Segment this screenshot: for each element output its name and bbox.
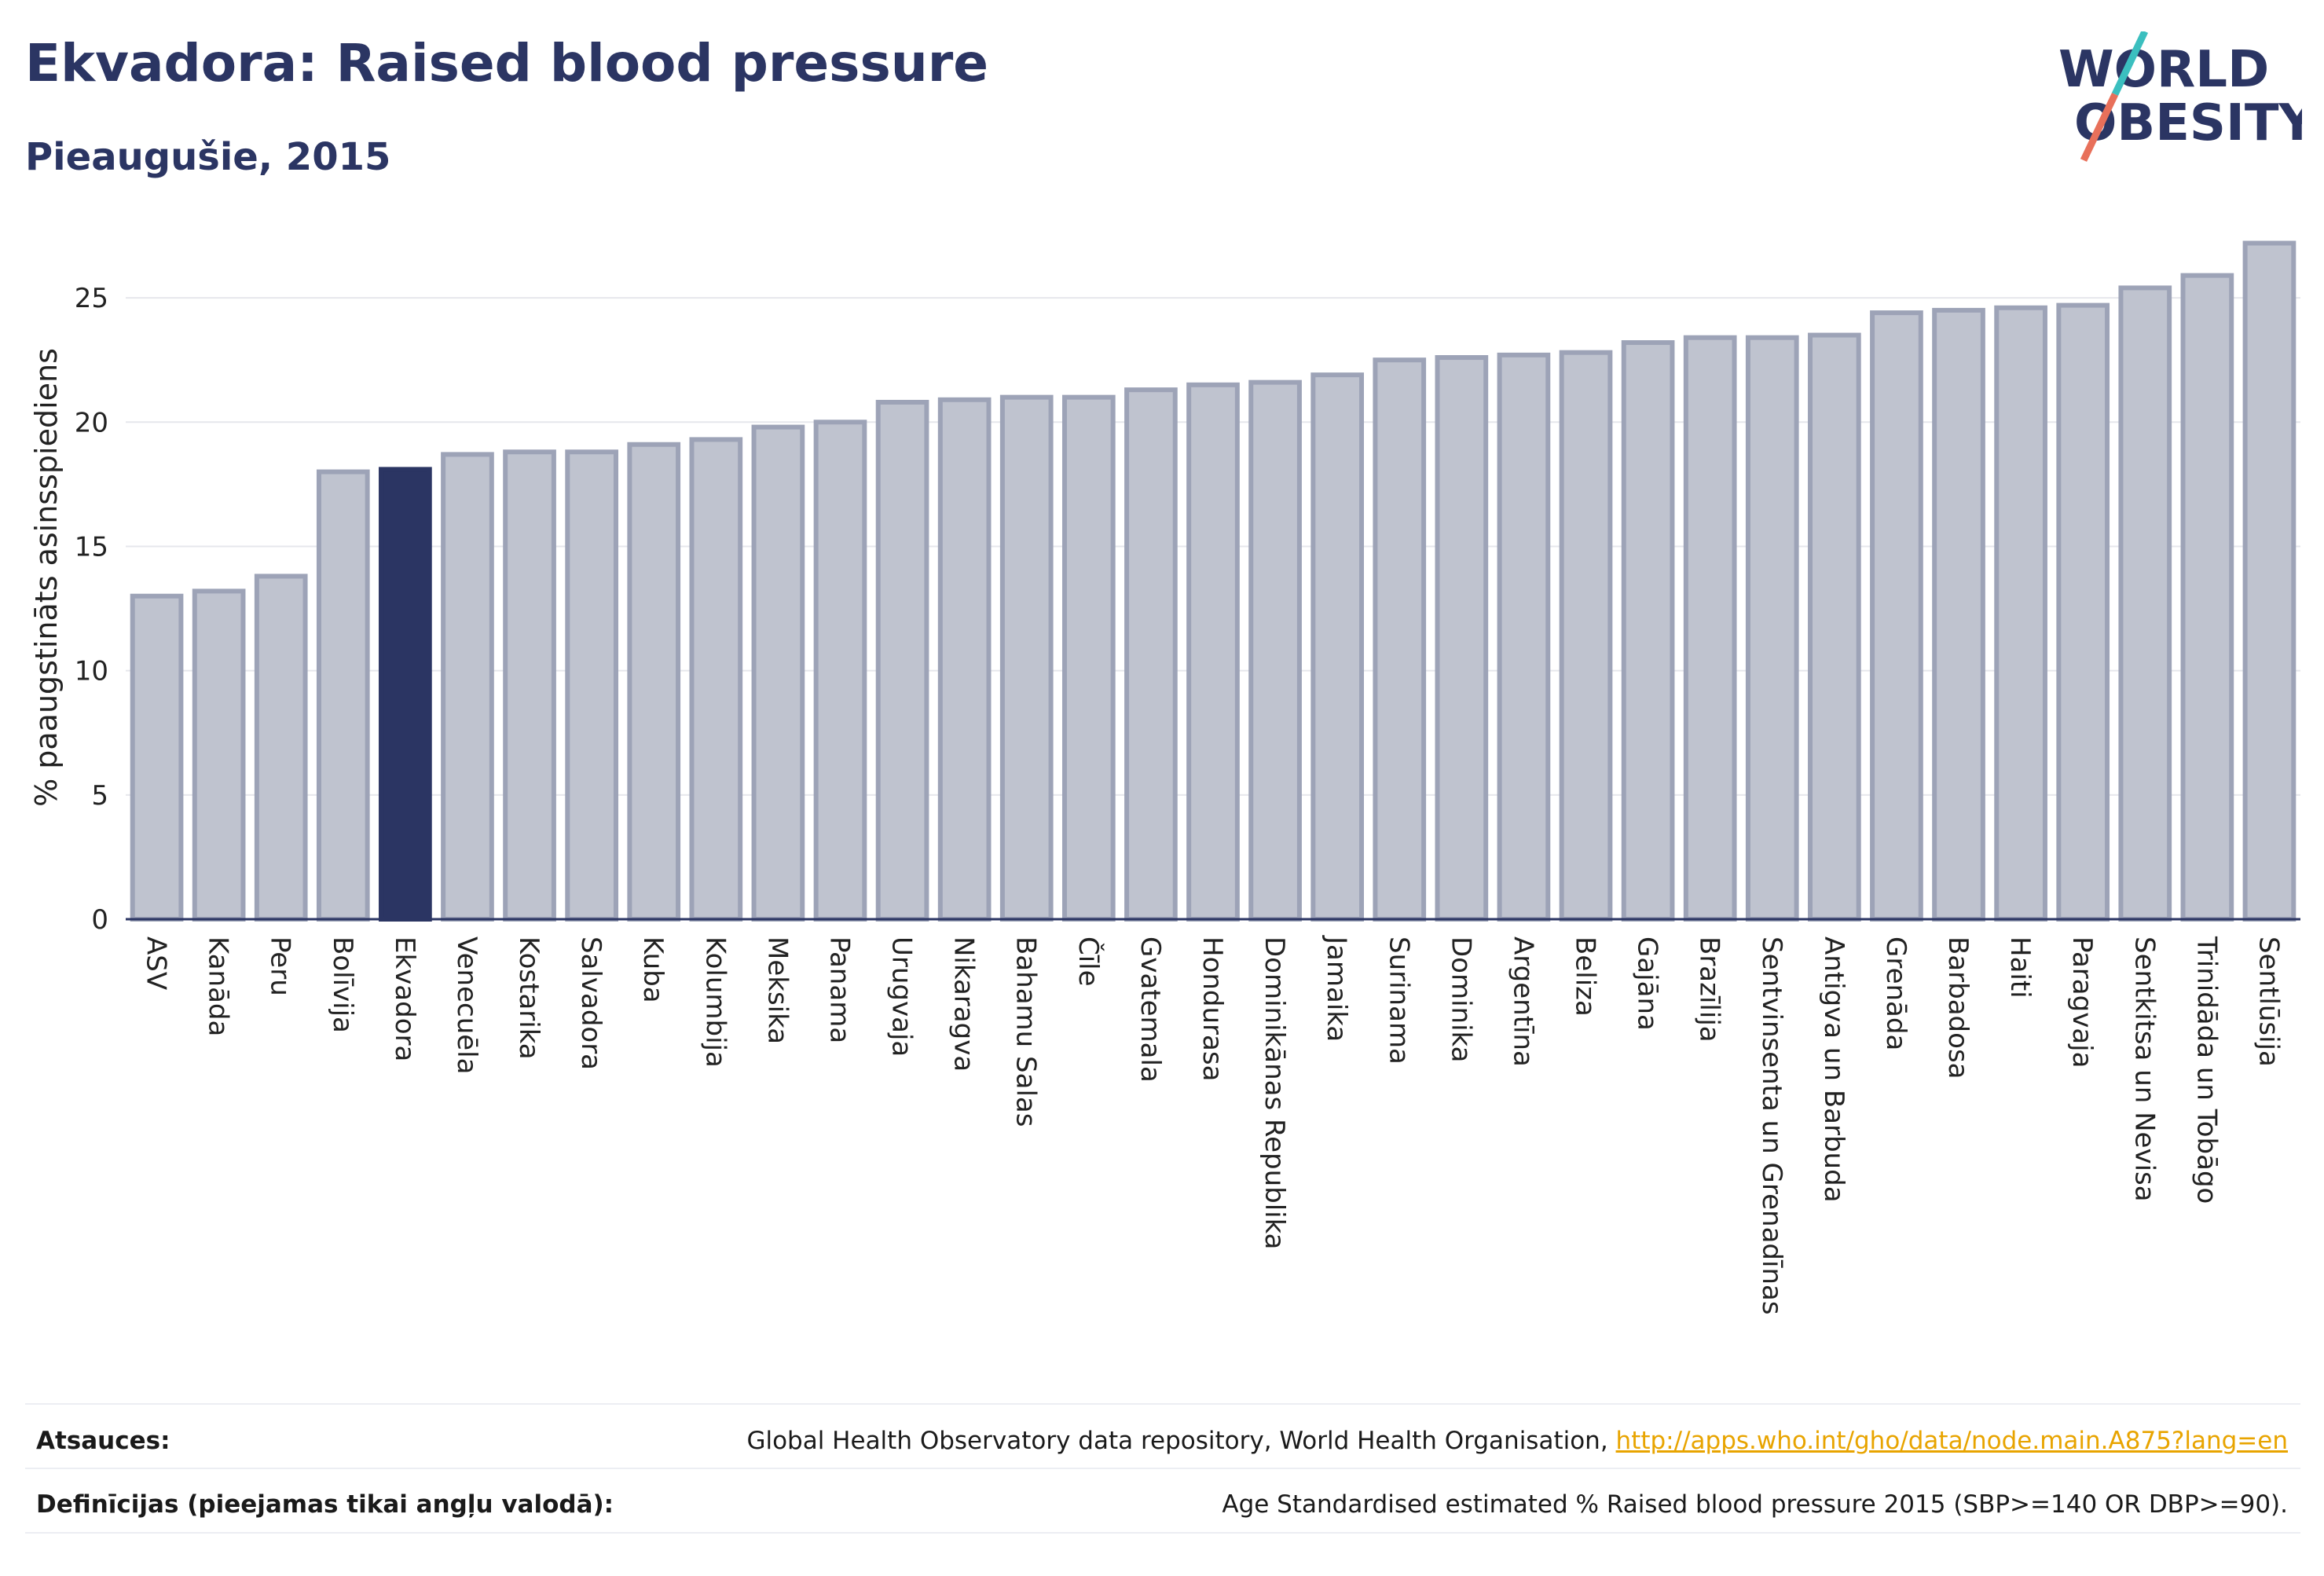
x-tick-label: Barbadosa — [1942, 936, 1974, 1079]
bar — [813, 420, 867, 922]
y-tick-label: 25 — [75, 283, 108, 314]
x-tick-label: Kanāda — [203, 936, 234, 1036]
bar — [1373, 357, 1427, 922]
x-tick-label: Urugvaja — [886, 936, 918, 1057]
y-tick-label: 5 — [91, 780, 108, 812]
bar — [565, 449, 618, 922]
footer-divider-top — [25, 1403, 2300, 1405]
bar — [751, 424, 805, 922]
x-tick-label: Antigva un Barbuda — [1818, 936, 1849, 1203]
chart-subtitle: Pieaugušie, 2015 — [25, 135, 391, 179]
x-tick-label: Trinidāda un Tobāgo — [2190, 936, 2222, 1204]
x-tick-label: Beliza — [1570, 936, 1601, 1017]
logo-slash-coral — [2080, 93, 2119, 162]
bar — [875, 399, 929, 922]
x-tick-label: Brazīlija — [1694, 936, 1725, 1043]
bar — [1559, 350, 1613, 922]
bar — [2242, 240, 2297, 922]
bar — [627, 442, 681, 922]
definitions-label: Definīcijas (pieejamas tikai angļu valod… — [36, 1490, 614, 1519]
bar — [1683, 335, 1737, 922]
logo-text-world: WORLD — [2058, 41, 2269, 99]
bar — [1870, 310, 1923, 922]
x-tick-label: Dominikānas Republika — [1259, 936, 1290, 1250]
bar — [999, 394, 1054, 922]
x-tick-label: Argentīna — [1507, 936, 1538, 1067]
footer-divider-middle — [25, 1468, 2300, 1469]
bar — [192, 588, 246, 922]
bar — [254, 574, 308, 922]
bar — [441, 452, 494, 922]
bar — [503, 449, 556, 922]
bar — [1745, 335, 1799, 922]
world-obesity-logo: WORLD OBESITY — [2058, 31, 2302, 162]
bar — [130, 593, 184, 922]
chart-title: Ekvadora: Raised blood pressure — [25, 33, 989, 93]
x-tick-label: Peru — [265, 936, 296, 996]
bar-chart: 0 5 10 15 20 25 % paaugstināts asinsspiediens A… — [29, 240, 2300, 1315]
x-tick-label: Gvatemala — [1135, 936, 1166, 1083]
bar — [379, 467, 432, 922]
logo-slash-teal — [2111, 31, 2149, 96]
sources-label: Atsauces: — [36, 1427, 170, 1455]
x-tick-label: Nikaragva — [948, 936, 980, 1072]
x-tick-label: Meksika — [761, 936, 793, 1044]
bar — [1124, 387, 1178, 922]
x-tick-label: Bolīvija — [327, 936, 358, 1033]
x-tick-label: Kolumbija — [699, 936, 731, 1068]
x-tick-label: ASV — [141, 936, 172, 990]
x-tick-label: Grenāda — [1880, 936, 1912, 1050]
x-tick-label: Bahamu Salas — [1010, 936, 1042, 1127]
y-tick-label: 20 — [75, 407, 108, 438]
bar — [1621, 340, 1675, 922]
bar — [1932, 307, 1985, 922]
bar — [1497, 352, 1551, 922]
x-tick-label: Hondurasa — [1197, 936, 1228, 1081]
bar — [1310, 372, 1365, 922]
x-tick-label: Jamaika — [1321, 935, 1352, 1042]
bar — [937, 397, 992, 922]
bar — [316, 469, 370, 922]
x-tick-label: Panama — [823, 936, 855, 1043]
x-tick-label: Haiti — [2004, 936, 2036, 999]
x-tick-label: Sentvinsenta un Grenadīnas — [1756, 936, 1787, 1315]
x-tick-label: Paragvaja — [2066, 936, 2098, 1068]
bar — [2118, 285, 2172, 922]
x-tick-label: Sentlūsija — [2253, 936, 2284, 1067]
bar — [1248, 379, 1302, 922]
bar — [689, 437, 743, 922]
sources-value: Global Health Observatory data repositor… — [746, 1427, 2288, 1455]
x-tick-label: Sentkitsa un Nevisa — [2128, 936, 2160, 1202]
x-tick-label: Gajāna — [1632, 936, 1663, 1031]
bar — [2056, 302, 2110, 922]
x-tick-label: Surinama — [1383, 936, 1414, 1065]
bar — [1808, 332, 1861, 922]
bar — [1435, 355, 1489, 922]
x-tick-label: Čīle — [1072, 936, 1105, 987]
x-tick-label: Ekvadora — [389, 936, 420, 1061]
sources-link[interactable]: http://apps.who.int/gho/data/node.main.A… — [1615, 1427, 2288, 1455]
bar — [2180, 273, 2234, 922]
sources-text: Global Health Observatory data repositor… — [746, 1427, 1616, 1455]
footer-divider-bottom — [25, 1532, 2300, 1534]
bar — [1061, 394, 1116, 922]
x-tick-label: Salvadora — [575, 936, 607, 1070]
y-tick-label: 15 — [75, 531, 108, 563]
y-axis-label: % paaugstināts asinsspiediens — [29, 348, 64, 807]
bar — [1994, 305, 2047, 922]
x-tick-label: Dominika — [1445, 936, 1476, 1062]
x-tick-label: Kuba — [637, 936, 669, 1003]
bar — [1186, 382, 1240, 922]
x-tick-label: Kostarika — [513, 936, 544, 1060]
definitions-value: Age Standardised estimated % Raised bloo… — [1222, 1490, 2288, 1519]
x-tick-label: Venecuēla — [451, 936, 482, 1074]
y-tick-label: 10 — [75, 656, 108, 687]
y-tick-label: 0 — [91, 904, 108, 936]
